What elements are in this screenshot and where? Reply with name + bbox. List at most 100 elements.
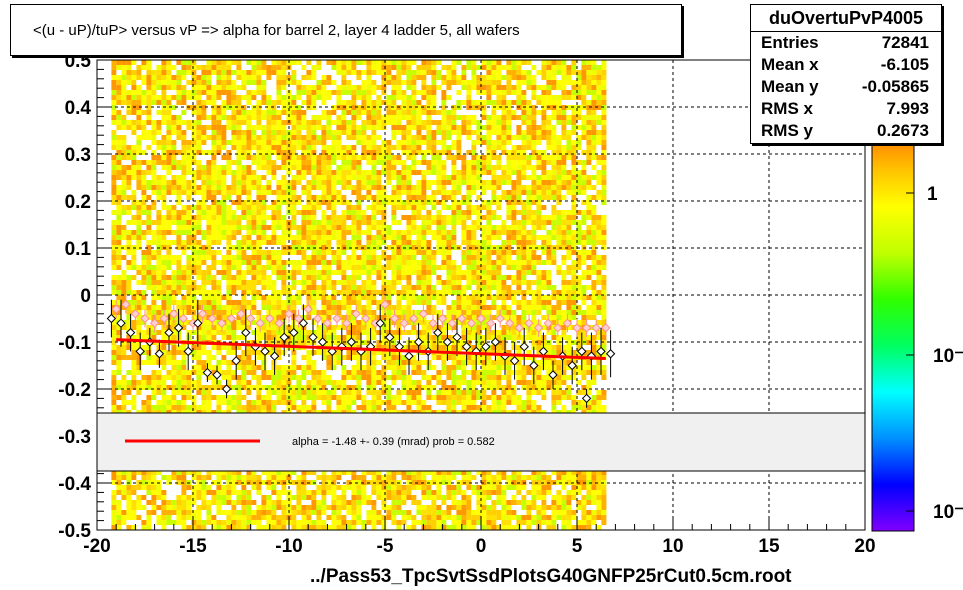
heatmap-cell [266,100,272,105]
heatmap-cell [116,375,122,380]
heatmap-cell [131,325,137,330]
heatmap-cell [216,75,222,80]
heatmap-cell [221,295,227,300]
heatmap-cell [181,155,187,160]
heatmap-cell [351,210,357,215]
heatmap-cell [201,190,207,195]
heatmap-cell [136,510,142,515]
heatmap-cell [316,125,322,130]
heatmap-cell [321,185,327,190]
heatmap-cell [126,385,132,390]
heatmap-cell [141,335,147,340]
heatmap-cell [316,145,322,150]
heatmap-cell [361,185,367,190]
heatmap-cell [151,215,157,220]
heatmap-cell [276,300,282,305]
heatmap-cell [296,100,302,105]
heatmap-cell [311,110,317,115]
heatmap-cell [321,125,327,130]
heatmap-cell [221,95,227,100]
heatmap-cell [151,305,157,310]
heatmap-cell [341,165,347,170]
heatmap-cell [251,85,257,90]
heatmap-cell [301,250,307,255]
heatmap-cell [326,165,332,170]
heatmap-cell [251,365,257,370]
heatmap-cell [331,295,337,300]
heatmap-cell [126,235,132,240]
heatmap-cell [171,485,177,490]
heatmap-cell [141,350,147,355]
heatmap-cell [271,275,277,280]
heatmap-cell [366,70,372,75]
heatmap-cell [261,95,267,100]
heatmap-cell [271,170,277,175]
heatmap-cell [216,160,222,165]
heatmap-cell [306,280,312,285]
heatmap-cell [181,60,187,65]
heatmap-cell [321,230,327,235]
heatmap-cell [276,70,282,75]
heatmap-cell [351,270,357,275]
heatmap-cell [371,270,377,275]
heatmap-cell [211,290,217,295]
heatmap-cell [191,400,197,405]
heatmap-cell [216,250,222,255]
heatmap-cell [321,250,327,255]
heatmap-cell [171,390,177,395]
heatmap-cell [201,150,207,155]
heatmap-cell [196,520,202,525]
heatmap-cell [126,290,132,295]
heatmap-cell [226,255,232,260]
heatmap-cell [356,170,362,175]
heatmap-cell [261,490,267,495]
heatmap-cell [156,145,162,150]
heatmap-cell [316,260,322,265]
heatmap-cell [171,300,177,305]
heatmap-cell [301,205,307,210]
heatmap-cell [116,505,122,510]
heatmap-cell [151,250,157,255]
heatmap-cell [111,145,117,150]
heatmap-cell [196,75,202,80]
heatmap-cell [121,195,127,200]
heatmap-cell [176,190,182,195]
heatmap-cell [361,360,367,365]
heatmap-cell [341,225,347,230]
heatmap-cell [186,335,192,340]
heatmap-cell [136,130,142,135]
heatmap-cell [206,490,212,495]
heatmap-cell [246,100,252,105]
heatmap-cell [286,230,292,235]
heatmap-cell [186,70,192,75]
heatmap-cell [356,380,362,385]
heatmap-cell [291,270,297,275]
heatmap-cell [226,280,232,285]
heatmap-cell [111,95,117,100]
heatmap-cell [221,500,227,505]
heatmap-cell [146,210,152,215]
heatmap-cell [331,290,337,295]
heatmap-cell [361,380,367,385]
heatmap-cell [301,400,307,405]
heatmap-cell [191,300,197,305]
heatmap-cell [181,250,187,255]
heatmap-cell [216,65,222,70]
heatmap-cell [111,205,117,210]
heatmap-cell [121,180,127,185]
heatmap-cell [111,250,117,255]
heatmap-cell [331,270,337,275]
heatmap-cell [221,525,227,530]
heatmap-cell [331,205,337,210]
heatmap-cell [261,525,267,530]
heatmap-cell [346,125,352,130]
heatmap-cell [336,85,342,90]
heatmap-cell [221,495,227,500]
heatmap-cell [306,520,312,525]
heatmap-cell [311,195,317,200]
heatmap-cell [361,500,367,505]
heatmap-cell [291,195,297,200]
heatmap-cell [211,185,217,190]
heatmap-cell [176,215,182,220]
heatmap-cell [146,365,152,370]
